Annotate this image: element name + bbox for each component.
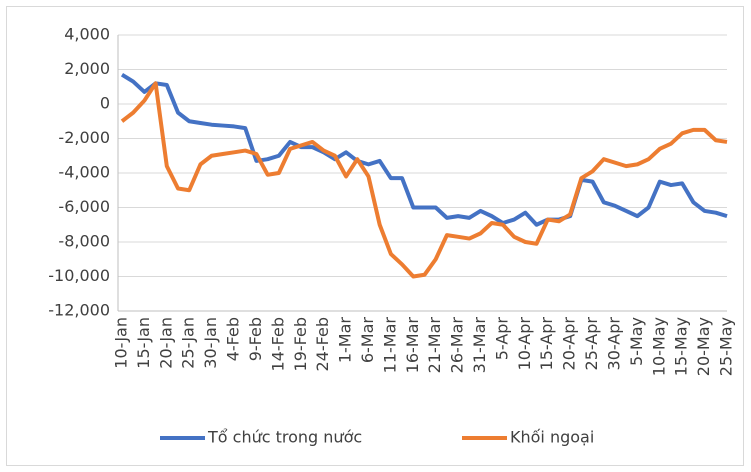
y-tick-label: -8,000 bbox=[58, 232, 110, 251]
x-tick-label: 30-Apr bbox=[604, 317, 623, 371]
x-tick-label: 20-May bbox=[694, 317, 713, 376]
y-tick-label: -2,000 bbox=[58, 128, 110, 147]
x-tick-label: 11-Mar bbox=[380, 317, 399, 374]
y-tick-label: -12,000 bbox=[48, 301, 110, 320]
x-tick-label: 5-Apr bbox=[492, 317, 511, 361]
x-tick-label: 16-Mar bbox=[403, 317, 422, 374]
data-line bbox=[120, 72, 728, 227]
x-tick-label: 15-Jan bbox=[134, 317, 153, 369]
x-tick-label: 24-Feb bbox=[313, 317, 332, 371]
legend-label: Khối ngoại bbox=[510, 428, 594, 447]
x-tick-label: 25-Jan bbox=[179, 317, 198, 369]
legend-label: Tổ chức trong nước bbox=[207, 428, 362, 447]
x-tick-label: 26-Mar bbox=[448, 317, 467, 374]
x-tick-label: 30-Jan bbox=[201, 317, 220, 369]
x-tick-label: 21-Mar bbox=[425, 317, 444, 374]
x-tick-label: 6-Mar bbox=[358, 317, 377, 364]
x-tick-label: 14-Feb bbox=[268, 317, 287, 371]
x-tick-label: 19-Feb bbox=[291, 317, 310, 371]
x-tick-label: 5-May bbox=[627, 317, 646, 366]
data-line bbox=[120, 81, 728, 279]
y-tick-label: -6,000 bbox=[58, 197, 110, 216]
x-tick-label: 15-Apr bbox=[537, 317, 556, 371]
y-tick-label: -4,000 bbox=[58, 163, 110, 182]
x-tick-label: 15-May bbox=[672, 317, 691, 376]
x-tick-label: 9-Feb bbox=[246, 317, 265, 361]
x-tick-label: 31-Mar bbox=[470, 317, 489, 374]
x-tick-label: 10-May bbox=[649, 317, 668, 376]
y-tick-label: -10,000 bbox=[48, 266, 110, 285]
x-tick-label: 10-Jan bbox=[112, 317, 131, 369]
y-tick-label: 2,000 bbox=[64, 59, 110, 78]
x-tick-label: 4-Feb bbox=[224, 317, 243, 361]
x-tick-label: 10-Apr bbox=[515, 317, 534, 371]
x-tick-label: 1-Mar bbox=[336, 317, 355, 364]
y-tick-label: 4,000 bbox=[64, 25, 110, 44]
x-tick-label: 20-Apr bbox=[560, 317, 579, 371]
x-tick-label: 25-Apr bbox=[582, 317, 601, 371]
x-tick-label: 25-May bbox=[717, 317, 736, 376]
x-tick-label: 20-Jan bbox=[156, 317, 175, 369]
y-tick-label: 0 bbox=[100, 94, 110, 113]
chart-frame bbox=[6, 6, 744, 466]
